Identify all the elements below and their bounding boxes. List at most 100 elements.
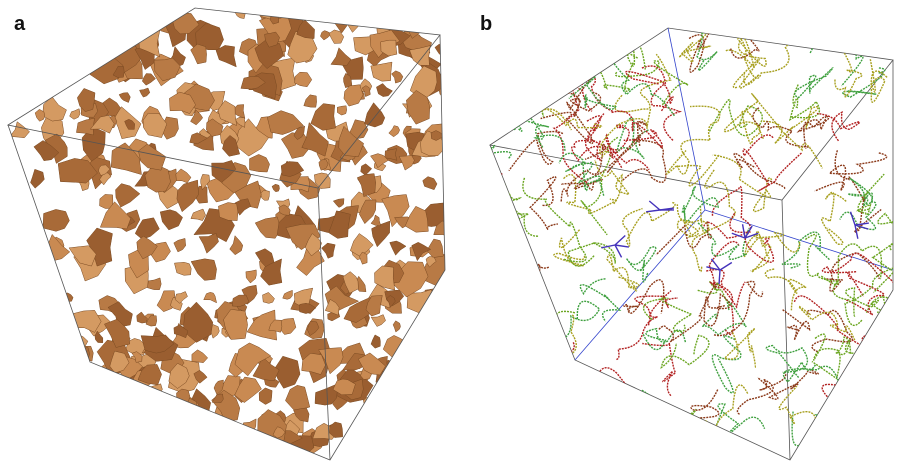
pore-blob (392, 71, 403, 83)
skeleton-strand (472, 364, 520, 399)
pore-blob (142, 74, 155, 86)
pore-blob (33, 294, 61, 326)
skeleton-strand (880, 32, 914, 79)
skeleton-strand (481, 193, 528, 239)
pore-blob (204, 292, 217, 303)
pore-blob (116, 184, 140, 208)
pore-blob (191, 259, 217, 281)
pore-blob (83, 424, 104, 449)
pore-blob (81, 37, 99, 55)
pore-blob (160, 210, 182, 230)
pore-blob (6, 266, 23, 282)
pore-blob (24, 231, 42, 249)
pore-blob (79, 9, 111, 37)
pore-blob (422, 305, 444, 322)
pore-blob (7, 278, 28, 303)
skeleton-strand (804, 438, 826, 465)
pore-blob (435, 44, 448, 54)
pore-blob (110, 419, 127, 431)
pore-blob (106, 386, 114, 398)
pore-blob (41, 383, 72, 408)
skeleton-strand (867, 295, 898, 335)
pore-blob (377, 408, 398, 436)
skeleton-strand (607, 121, 647, 172)
pore-blob (242, 454, 256, 464)
skeleton-strand (561, 15, 594, 51)
pore-blob (23, 397, 32, 407)
pore-blob (46, 63, 57, 74)
skeleton-strand (581, 137, 618, 235)
skeleton-strand (744, 235, 769, 271)
skeleton-strand (518, 293, 548, 336)
pore-blob (216, 432, 230, 447)
pore-blob (304, 95, 317, 107)
pore-blob (419, 346, 451, 375)
skeleton-strand (832, 427, 893, 462)
junction-branch (720, 262, 732, 270)
pore-blob (183, 424, 212, 458)
skeleton-strand (822, 384, 874, 411)
skeleton-strand (589, 395, 622, 431)
skeleton-strand (677, 204, 708, 271)
skeleton-strand (542, 109, 602, 130)
pore-blob (412, 337, 424, 350)
pore-blob (109, 0, 133, 19)
pore-blob (177, 389, 190, 405)
pore-blob (232, 295, 249, 306)
skeleton-strand (598, 390, 637, 445)
pore-blob (389, 126, 400, 137)
pore-blob (143, 113, 167, 137)
skeleton-strand (494, 26, 536, 48)
pore-blob (365, 103, 385, 127)
pore-blob (80, 14, 92, 24)
pore-blob (411, 356, 424, 367)
pore-blob (331, 48, 351, 66)
pore-blob (126, 34, 136, 43)
skeleton-strand (847, 373, 887, 394)
pore-blob (80, 430, 107, 458)
junction-branch (601, 245, 615, 248)
pore-blob (80, 418, 101, 441)
pore-blob (140, 88, 150, 97)
skeleton-strand (790, 85, 819, 120)
pore-blob (0, 212, 19, 230)
pore-blob (97, 372, 110, 383)
pore-blob (373, 406, 401, 436)
skeleton-strand (795, 68, 833, 98)
pore-blob (283, 290, 293, 299)
pore-blob (397, 378, 414, 400)
skeleton-strand (642, 343, 675, 396)
junction-branch (615, 235, 625, 245)
pore-blob (39, 278, 53, 291)
pore-blob (333, 199, 344, 208)
skeleton-strand (533, 301, 599, 338)
pore-blob (55, 376, 82, 396)
pore-blob (392, 370, 424, 407)
pore-blob (216, 45, 236, 67)
skeleton-strand (656, 221, 711, 254)
pore-blob (366, 398, 398, 429)
skeleton-strand (816, 413, 870, 443)
skeleton-strand (829, 359, 876, 399)
skeleton-strand (523, 178, 586, 262)
pore-blob (138, 144, 165, 170)
skeleton-strand (732, 30, 799, 79)
pore-blob (13, 234, 29, 251)
skeleton-strand (458, 146, 511, 196)
pore-blob (413, 368, 433, 394)
pore-blob (105, 395, 134, 423)
pore-blob (12, 286, 47, 316)
pore-blob (8, 80, 25, 94)
skeleton-strand (845, 264, 900, 326)
skeleton-strand (765, 269, 806, 310)
skeleton-strand (714, 404, 764, 435)
pore-blob (119, 93, 130, 103)
pore-blob (98, 42, 113, 54)
pore-blob (365, 436, 374, 447)
pore-blob (263, 292, 275, 303)
pore-blob (10, 122, 30, 138)
pore-blob (21, 416, 29, 429)
pore-blob (103, 18, 115, 35)
pore-blob (202, 428, 210, 438)
pore-blob (319, 0, 343, 21)
